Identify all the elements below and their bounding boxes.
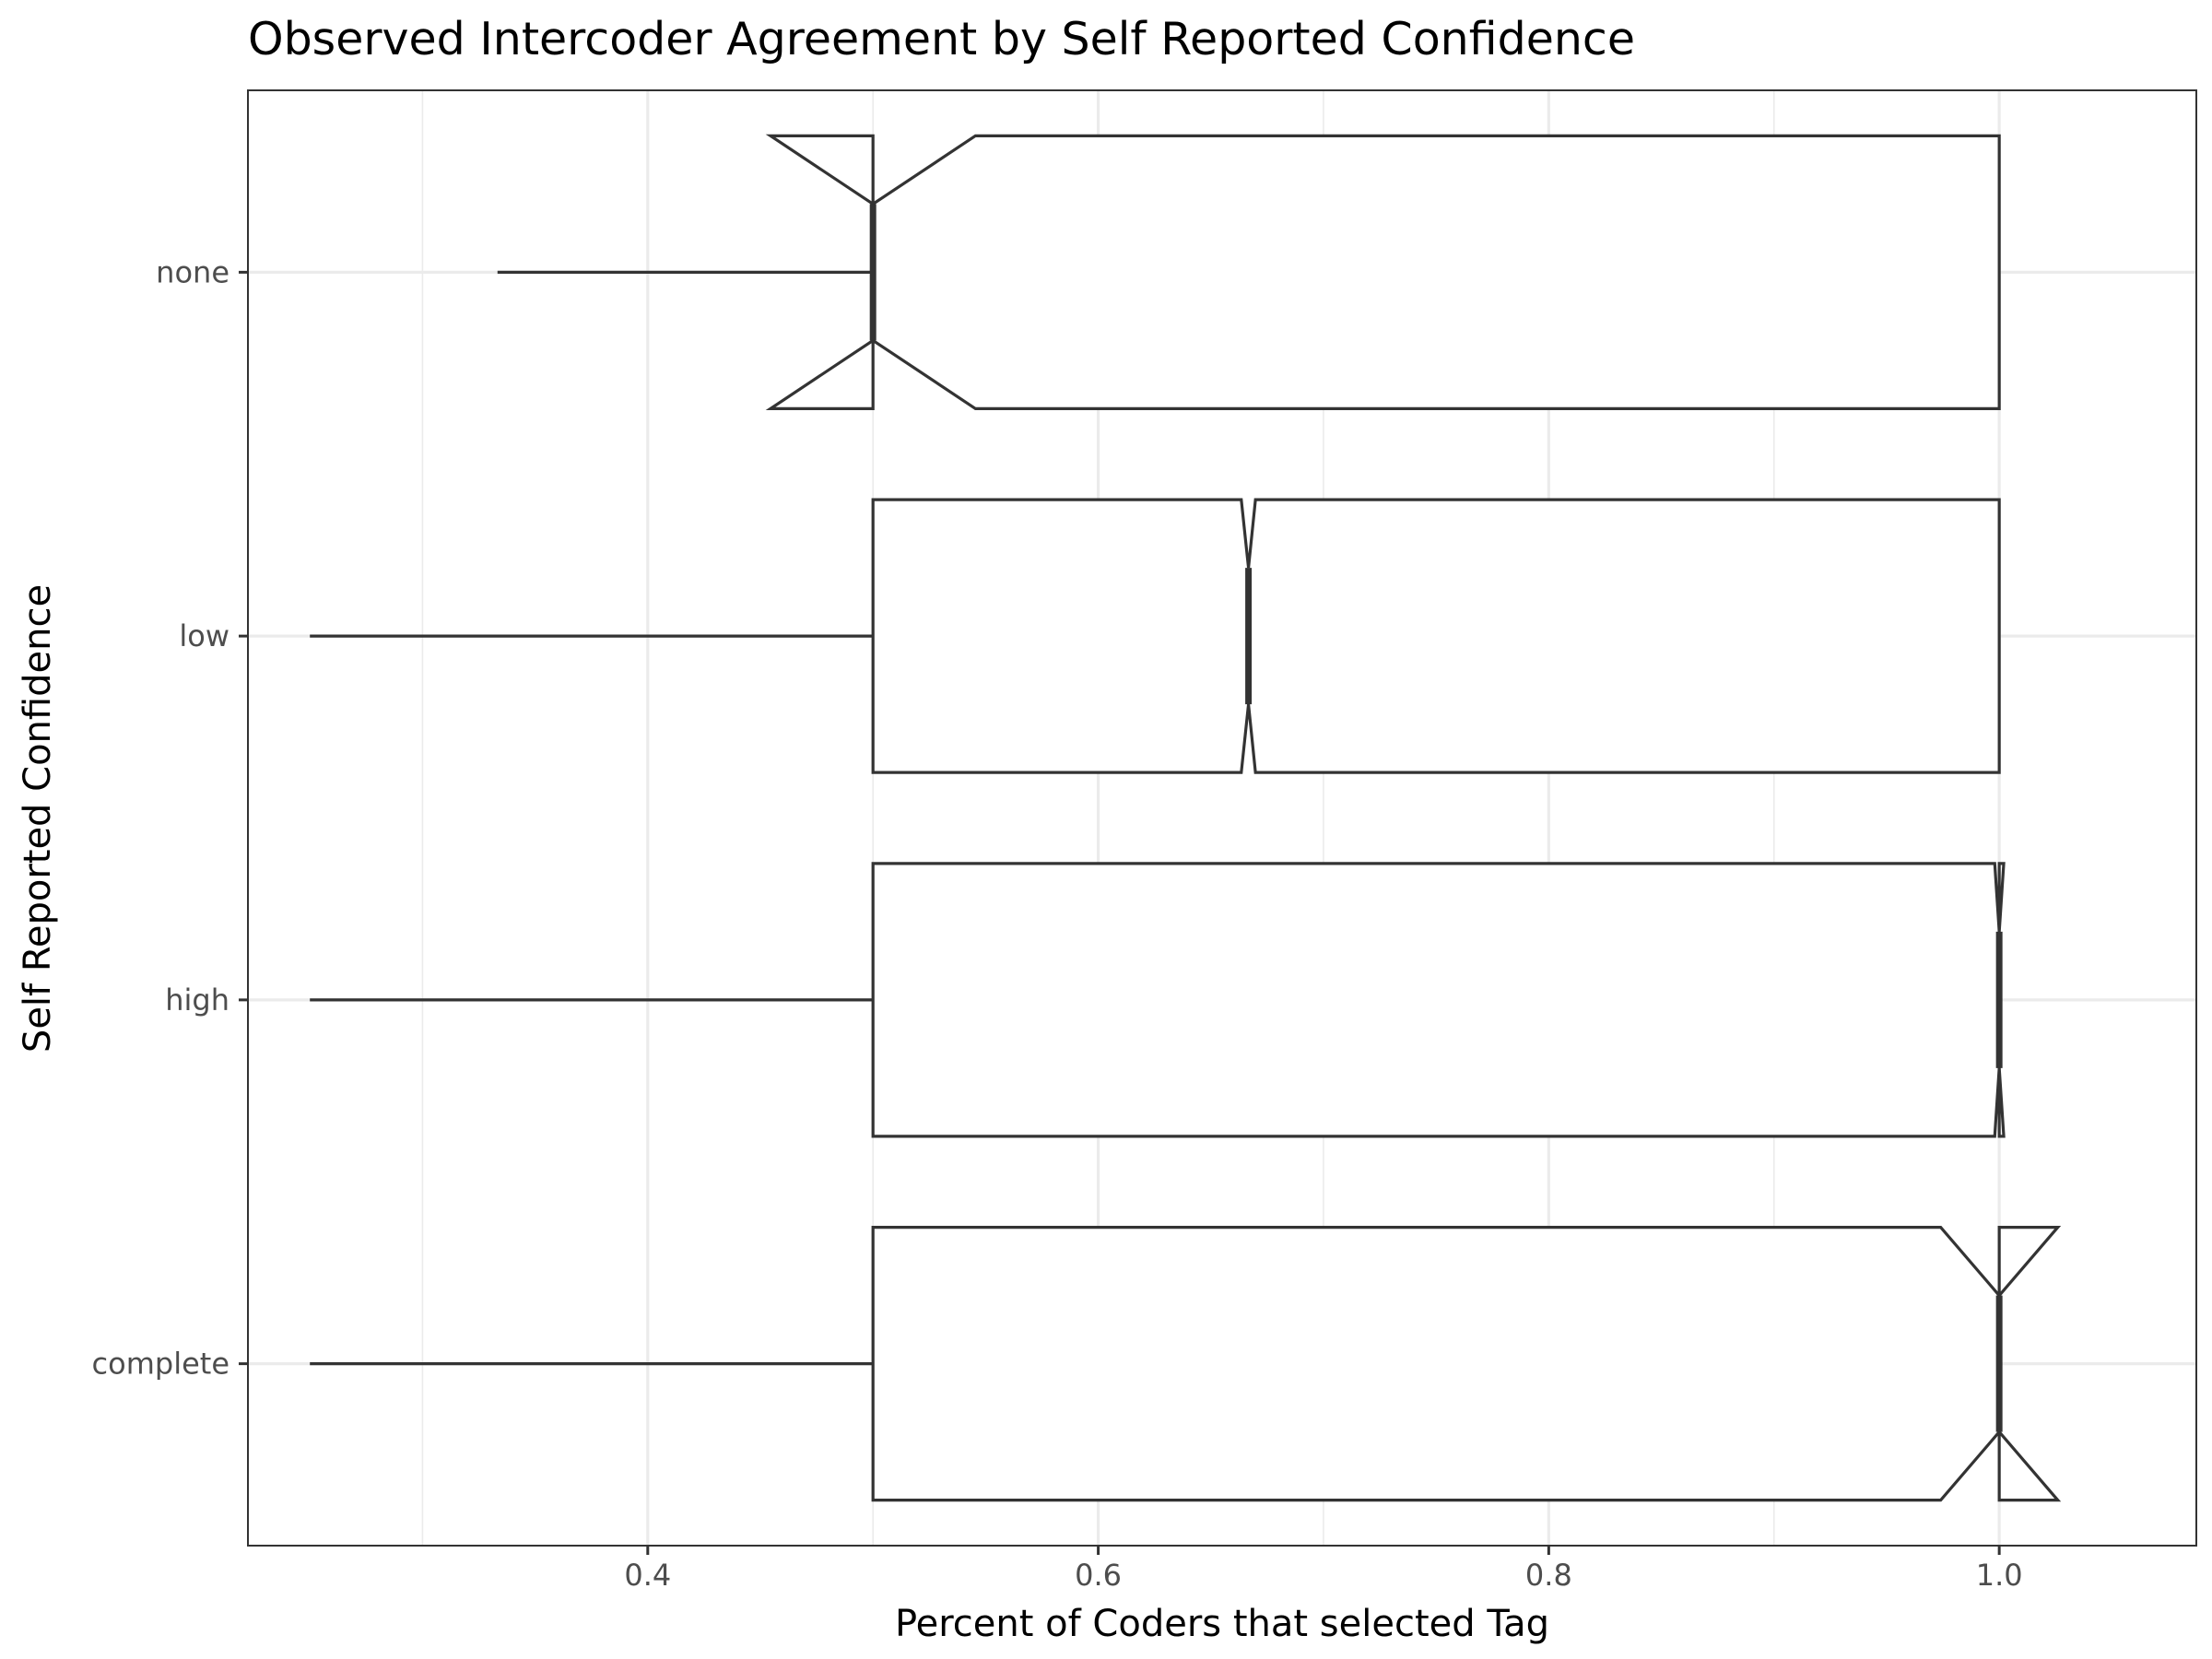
panel-border (247, 89, 2197, 1547)
box-complete (310, 1225, 2062, 1502)
box-none (497, 134, 2001, 411)
box-high (310, 862, 2006, 1138)
x-tick-label: 1.0 (1976, 1558, 2023, 1593)
y-axis-title: Self Reported Confidence (17, 584, 59, 1053)
chart-title: Observed Intercoder Agreement by Self Re… (248, 13, 1635, 65)
box-series (310, 134, 2062, 1502)
box-low (310, 498, 2001, 774)
notched-box (765, 134, 2001, 411)
y-tick-label: high (165, 982, 229, 1018)
y-axis: complete high low none (92, 254, 248, 1382)
x-axis-title: Percent of Coders that selected Tag (895, 1603, 1549, 1645)
y-tick-label: none (156, 254, 229, 289)
notched-box (871, 862, 2006, 1138)
y-tick-label: complete (92, 1347, 229, 1382)
x-axis: 0.4 0.6 0.8 1.0 (624, 1546, 2023, 1593)
x-tick-label: 0.6 (1075, 1558, 1122, 1593)
x-tick-label: 0.4 (624, 1558, 671, 1593)
notched-box (871, 498, 2001, 774)
y-tick-label: low (179, 618, 229, 653)
x-tick-label: 0.8 (1525, 1558, 1572, 1593)
notched-box (871, 1225, 2062, 1502)
